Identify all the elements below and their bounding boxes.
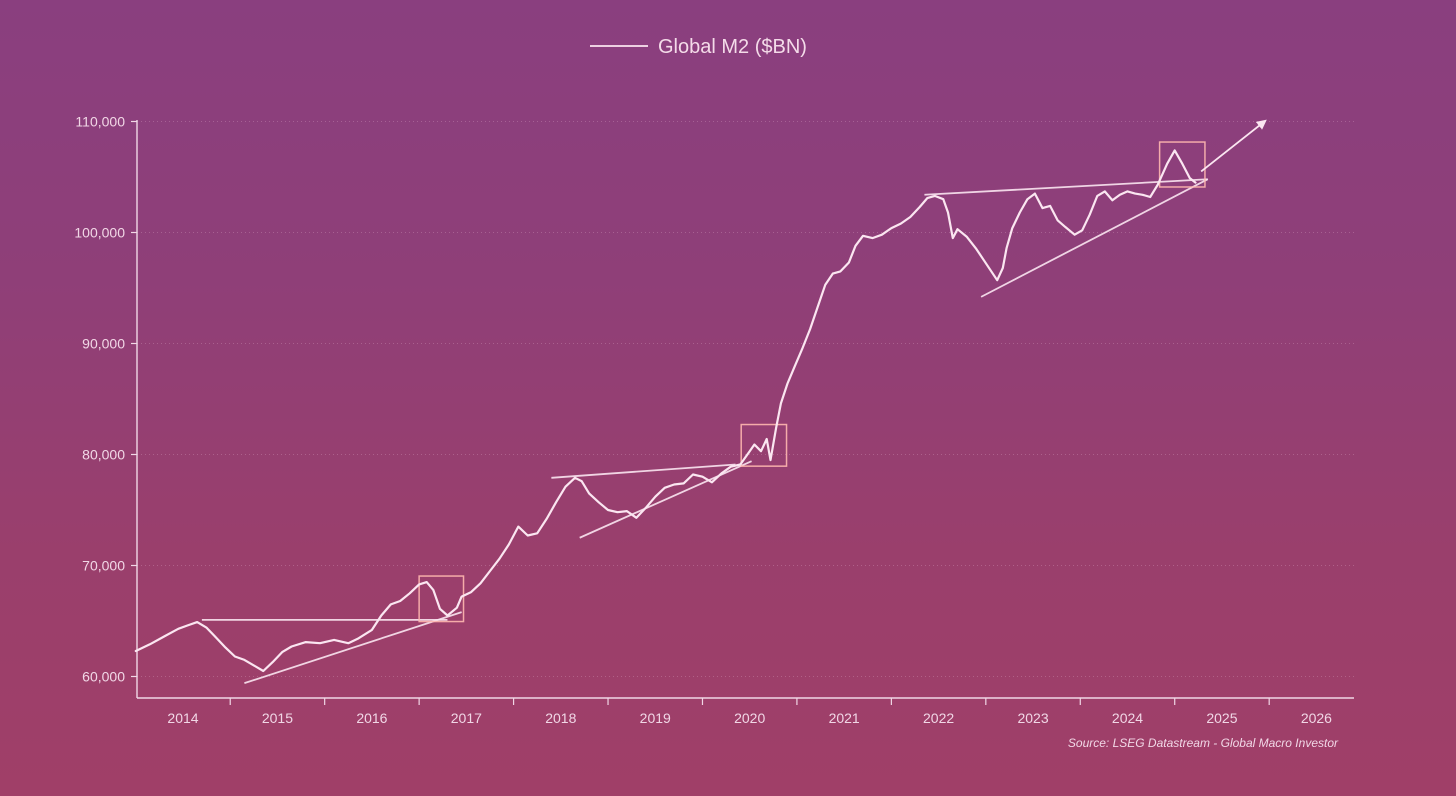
grid-layer (137, 121, 1354, 677)
x-tick-label: 2019 (640, 710, 671, 726)
y-tick-label: 60,000 (82, 669, 125, 685)
y-tick-label: 80,000 (82, 447, 125, 463)
y-tick-labels: 60,000 70,000 80,000 90,000 100,000 110,000 (74, 114, 137, 685)
y-tick-label: 110,000 (75, 114, 125, 130)
y-tick-label: 100,000 (74, 225, 125, 241)
axis-layer (136, 120, 1354, 699)
x-tick-label: 2017 (451, 710, 482, 726)
x-tick-label: 2025 (1206, 710, 1237, 726)
trendline (244, 611, 462, 685)
trendline (579, 460, 752, 539)
x-tick-label: 2023 (1017, 710, 1048, 726)
series-layer (134, 149, 1197, 673)
trendline (980, 178, 1209, 298)
x-tick-label: 2018 (545, 710, 576, 726)
y-tick-label: 70,000 (82, 558, 125, 574)
x-tick-label: 2026 (1301, 710, 1332, 726)
x-tick-label: 2022 (923, 710, 954, 726)
breakout-box (740, 423, 788, 467)
x-tick-label: 2016 (356, 710, 387, 726)
projection-arrow (1200, 119, 1267, 173)
trend-annotations (201, 119, 1267, 685)
x-tick-label: 2024 (1112, 710, 1143, 726)
x-tick-labels: 2014 2015 2016 2017 2018 2019 2020 2021 2022 2023… (167, 698, 1332, 726)
trendline (551, 463, 736, 479)
trendline (924, 178, 1208, 196)
breakout-box (1158, 141, 1206, 188)
y-tick-label: 90,000 (82, 336, 125, 352)
x-tick-label: 2014 (167, 710, 198, 726)
series-line-global-m2 (134, 149, 1197, 673)
source-note: Source: LSEG Datastream - Global Macro I… (1068, 736, 1339, 750)
x-tick-label: 2015 (262, 710, 293, 726)
legend: Global M2 ($BN) (590, 36, 807, 58)
legend-label: Global M2 ($BN) (658, 36, 807, 58)
x-tick-label: 2020 (734, 710, 765, 726)
breakout-box (418, 575, 465, 623)
x-tick-label: 2021 (829, 710, 860, 726)
